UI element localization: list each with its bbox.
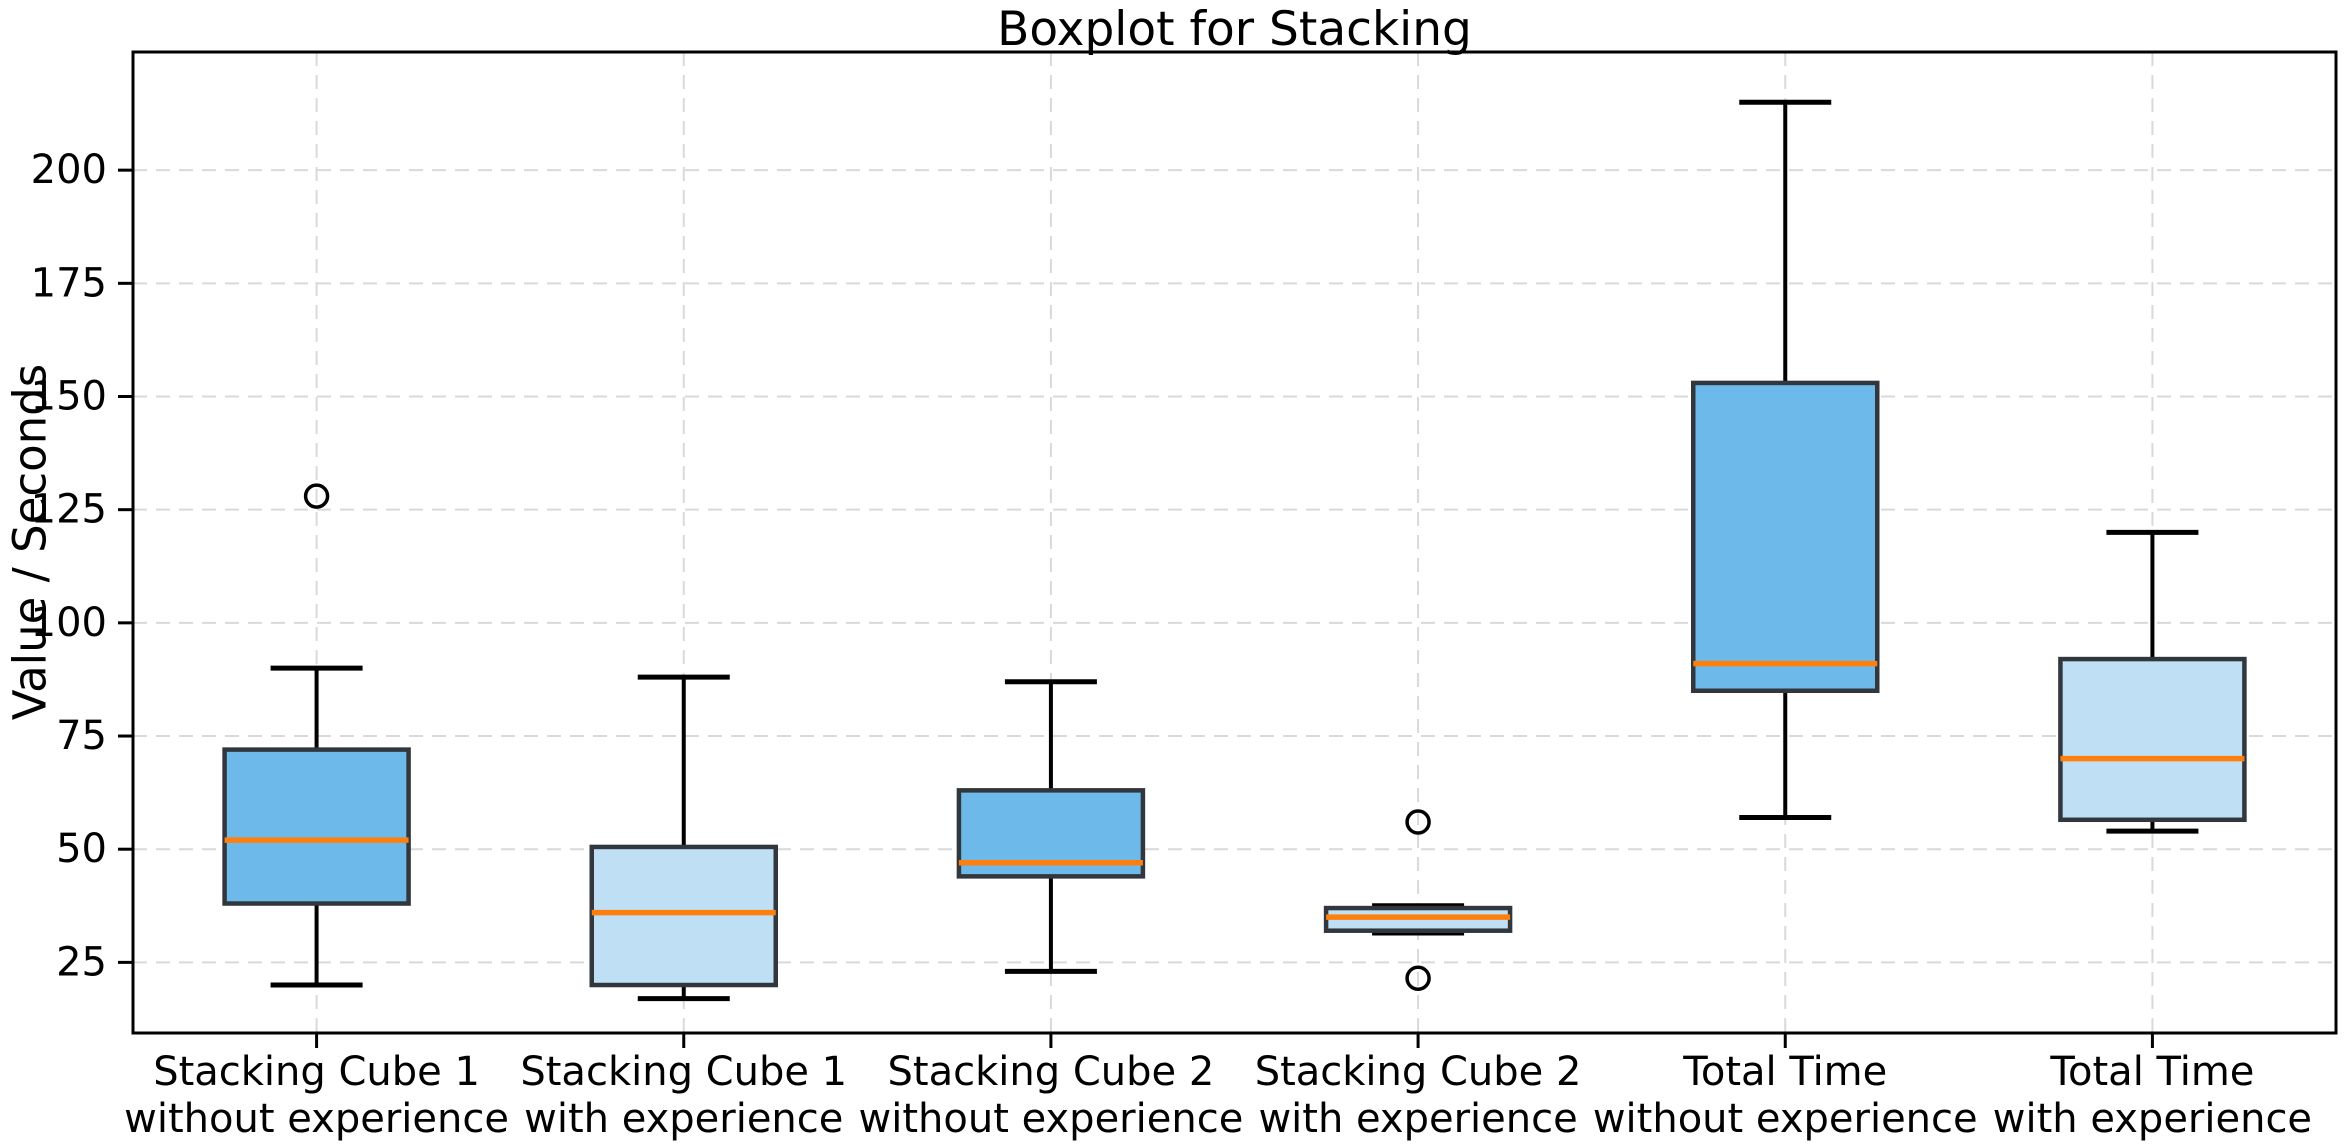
x-tick-label-2-line1: Stacking Cube 2 (888, 1049, 1215, 1095)
outlier-3-0 (1405, 809, 1431, 835)
x-tick-label-1-line1: Stacking Cube 1 (520, 1049, 847, 1095)
y-tick-label-100: 100 (31, 600, 107, 646)
x-tick-label-1-line2: with experience (524, 1096, 843, 1142)
y-tick-label-50: 50 (56, 826, 107, 872)
y-tick-label-25: 25 (56, 939, 107, 985)
x-tick-label-0-line2: without experience (124, 1096, 509, 1142)
outlier-3-1 (1405, 965, 1431, 991)
outlier-0-0 (303, 483, 330, 509)
y-tick-label-150: 150 (31, 374, 107, 420)
y-tick-label-125: 125 (31, 487, 107, 533)
x-tick-label-3-line1: Stacking Cube 2 (1255, 1049, 1582, 1095)
y-tick-label-175: 175 (31, 260, 107, 306)
x-tick-label-0-line1: Stacking Cube 1 (153, 1049, 480, 1095)
x-tick-label-5-line1: Total Time (2049, 1049, 2254, 1095)
box-5 (2058, 656, 2247, 823)
plot-frame (131, 50, 2338, 1035)
x-tick-label-4-line2: without experience (1593, 1096, 1978, 1142)
x-tick-label-2-line2: without experience (859, 1096, 1244, 1142)
x-tick-label-4-line1: Total Time (1682, 1049, 1887, 1095)
box-4 (1691, 380, 1880, 694)
x-tick-label-5-line2: with experience (1993, 1096, 2312, 1142)
chart-title: Boxplot for Stacking (997, 2, 1472, 57)
y-tick-label-200: 200 (31, 147, 107, 193)
x-tick-label-3-line2: with experience (1258, 1096, 1577, 1142)
box-0 (222, 747, 411, 906)
box-1 (589, 844, 778, 988)
y-tick-label-75: 75 (56, 713, 107, 759)
